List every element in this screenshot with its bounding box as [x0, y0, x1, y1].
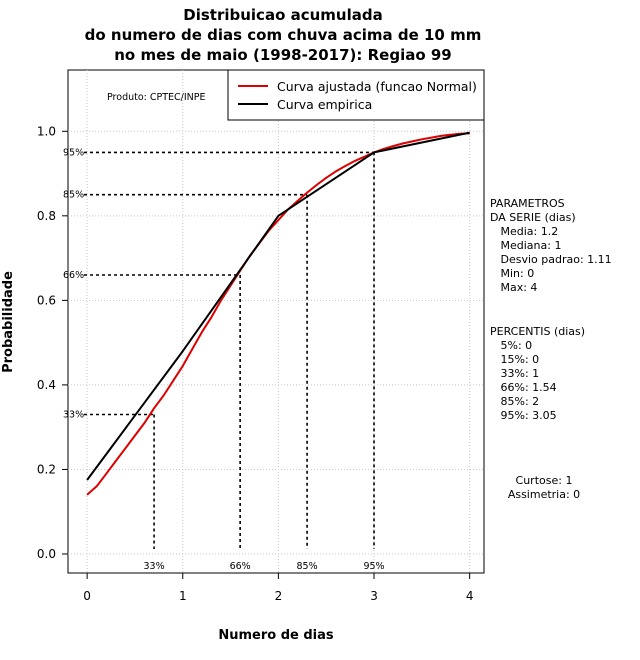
- params-line: Min: 0: [490, 267, 534, 280]
- empirical-curve: [86, 131, 470, 481]
- params-line: Media: 1.2: [490, 225, 558, 238]
- fitted-normal-curve: [86, 132, 470, 496]
- y-tick-label: 0.6: [37, 293, 56, 307]
- plot-frame: [67, 69, 485, 574]
- y-tick-label: 0.2: [37, 462, 56, 476]
- percentis-line: 33%: 1: [490, 367, 539, 380]
- percentis-line: 66%: 1.54: [490, 381, 557, 394]
- percentis-line: 15%: 0: [490, 353, 539, 366]
- params-line: Max: 4: [490, 281, 537, 294]
- y-tick-label: 1.0: [37, 124, 56, 138]
- chart-title-line-1: Distribuicao acumulada: [183, 6, 382, 24]
- x-tick-label: 3: [370, 589, 378, 603]
- series-parameters-panel: PARAMETROS DA SERIE (dias) Media: 1.2 Me…: [490, 197, 612, 294]
- percentile-guide-label-bottom: 33%: [144, 561, 165, 572]
- axes: 0 1 2 3 4 0.0 0.2 0.4 0.6 0.8 1.0: [37, 124, 474, 603]
- percentile-guide-label-bottom: 95%: [363, 561, 384, 572]
- kurtosis-text: Curtose: 1: [516, 474, 573, 487]
- percentis-line: 95%: 3.05: [490, 409, 557, 422]
- y-tick-label: 0.4: [37, 378, 56, 392]
- params-line: PARAMETROS: [490, 197, 565, 210]
- percentis-line: PERCENTIS (dias): [490, 325, 585, 338]
- percentile-guide-label-bottom: 85%: [297, 561, 318, 572]
- producer-credit: Produto: CPTEC/INPE: [107, 92, 206, 103]
- percentile-guide-label-left: 85%: [63, 190, 84, 201]
- percentile-guide-label-left: 66%: [63, 270, 84, 281]
- params-line: Desvio padrao: 1.11: [490, 253, 612, 266]
- params-line: DA SERIE (dias): [490, 211, 576, 224]
- legend-label-fitted: Curva ajustada (funcao Normal): [277, 79, 477, 94]
- x-tick-label: 0: [83, 589, 91, 603]
- legend-label-empirical: Curva empirica: [277, 97, 372, 112]
- y-axis-label: Probabilidade: [1, 271, 16, 373]
- percentile-guides: 33% 33% 66% 66% 85% 85% 95% 95%: [63, 147, 385, 572]
- y-tick-label: 0.0: [37, 547, 56, 561]
- skewness-text: Assimetria: 0: [508, 488, 580, 501]
- chart-title-line-3: no mes de maio (1998-2017): Regiao 99: [114, 46, 452, 64]
- legend-box: [227, 69, 485, 121]
- x-tick-label: 2: [275, 589, 283, 603]
- shape-stats-panel: Curtose: 1 Assimetria: 0: [508, 474, 580, 501]
- percentiles-panel: PERCENTIS (dias) 5%: 0 15%: 0 33%: 1 66%…: [490, 325, 585, 422]
- percentile-guide-label-left: 33%: [63, 409, 84, 420]
- percentile-guide-label-left: 95%: [63, 147, 84, 158]
- x-axis-label: Numero de dias: [218, 628, 334, 643]
- x-tick-label: 4: [466, 589, 474, 603]
- y-tick-label: 0.8: [37, 209, 56, 223]
- percentis-line: 5%: 0: [490, 339, 532, 352]
- params-line: Mediana: 1: [490, 239, 561, 252]
- series-lines: [86, 131, 470, 496]
- grid: [68, 70, 484, 573]
- legend: Curva ajustada (funcao Normal) Curva emp…: [227, 69, 485, 121]
- x-tick-label: 1: [179, 589, 187, 603]
- chart-title-line-2: do numero de dias com chuva acima de 10 …: [85, 26, 482, 44]
- percentis-line: 85%: 2: [490, 395, 539, 408]
- percentile-guide-label-bottom: 66%: [230, 561, 251, 572]
